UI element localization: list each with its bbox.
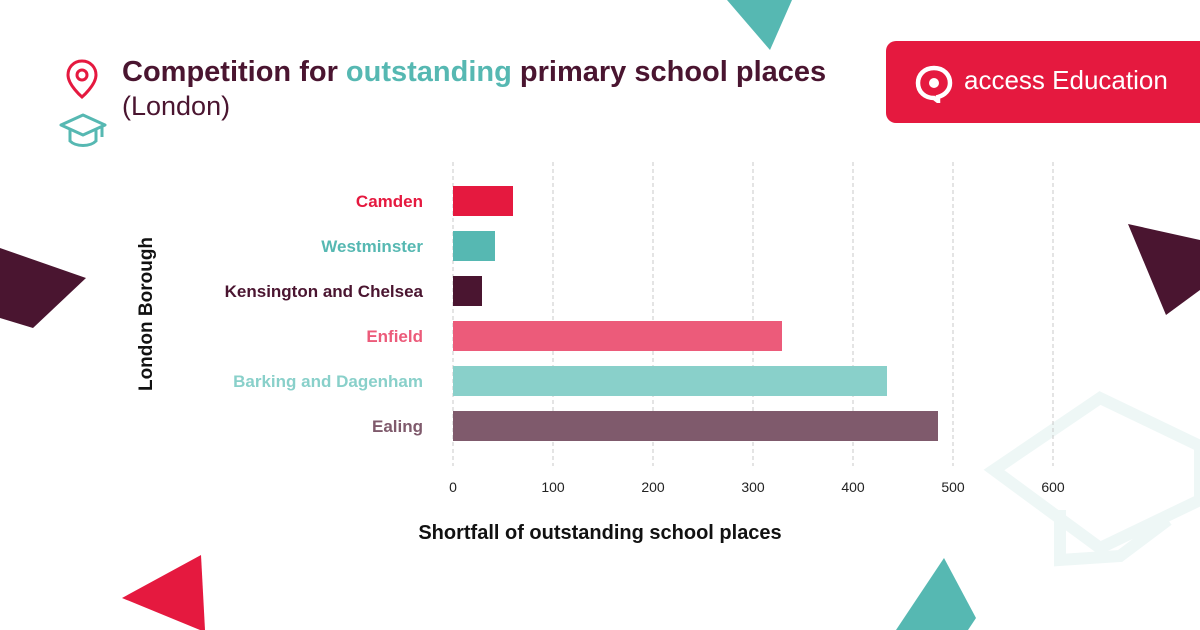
category-label: Westminster bbox=[321, 237, 423, 256]
category-label: Camden bbox=[356, 192, 423, 211]
y-axis-label: London Borough bbox=[136, 236, 157, 392]
x-tick-label: 0 bbox=[449, 479, 457, 495]
category-label: Barking and Dagenham bbox=[233, 372, 423, 391]
location-pin-icon bbox=[66, 59, 98, 99]
category-label: Enfield bbox=[366, 327, 423, 346]
title-prefix: Competition for bbox=[122, 56, 346, 88]
category-label: Kensington and Chelsea bbox=[225, 282, 424, 301]
x-tick-label: 500 bbox=[941, 479, 965, 495]
x-axis-label: Shortfall of outstanding school places bbox=[418, 522, 782, 544]
teal-triangle-bottom bbox=[896, 558, 976, 630]
bar-camden bbox=[453, 186, 513, 216]
bar-barking-and-dagenham bbox=[453, 366, 887, 396]
x-tick-label: 600 bbox=[1041, 479, 1065, 495]
title-subtitle: (London) bbox=[122, 91, 231, 121]
title-highlight: outstanding bbox=[345, 56, 512, 88]
red-triangle-bottom bbox=[122, 555, 205, 630]
access-education-logo: access Education bbox=[886, 41, 1200, 123]
maroon-triangle-left bbox=[0, 248, 86, 328]
x-tick-label: 100 bbox=[541, 479, 565, 495]
bar-kensington-and-chelsea bbox=[453, 276, 482, 306]
brand-name-bold: access bbox=[964, 65, 1045, 95]
category-label: Ealing bbox=[372, 417, 423, 436]
access-logo-icon bbox=[915, 65, 953, 103]
graduation-cap-icon bbox=[59, 113, 107, 147]
x-tick-label: 400 bbox=[841, 479, 865, 495]
chart-title: Competition for outstanding primary scho… bbox=[122, 56, 826, 122]
maroon-triangle-right bbox=[1128, 224, 1200, 315]
bar-westminster bbox=[453, 231, 495, 261]
x-tick-label: 200 bbox=[641, 479, 665, 495]
brand-name-rest: Education bbox=[1044, 65, 1168, 95]
x-tick-label: 300 bbox=[741, 479, 765, 495]
faint-cap-outline bbox=[983, 391, 1200, 567]
bar-ealing bbox=[453, 411, 938, 441]
title-suffix: primary school places bbox=[511, 56, 827, 88]
teal-triangle-top bbox=[727, 0, 792, 50]
bar-enfield bbox=[453, 321, 782, 351]
